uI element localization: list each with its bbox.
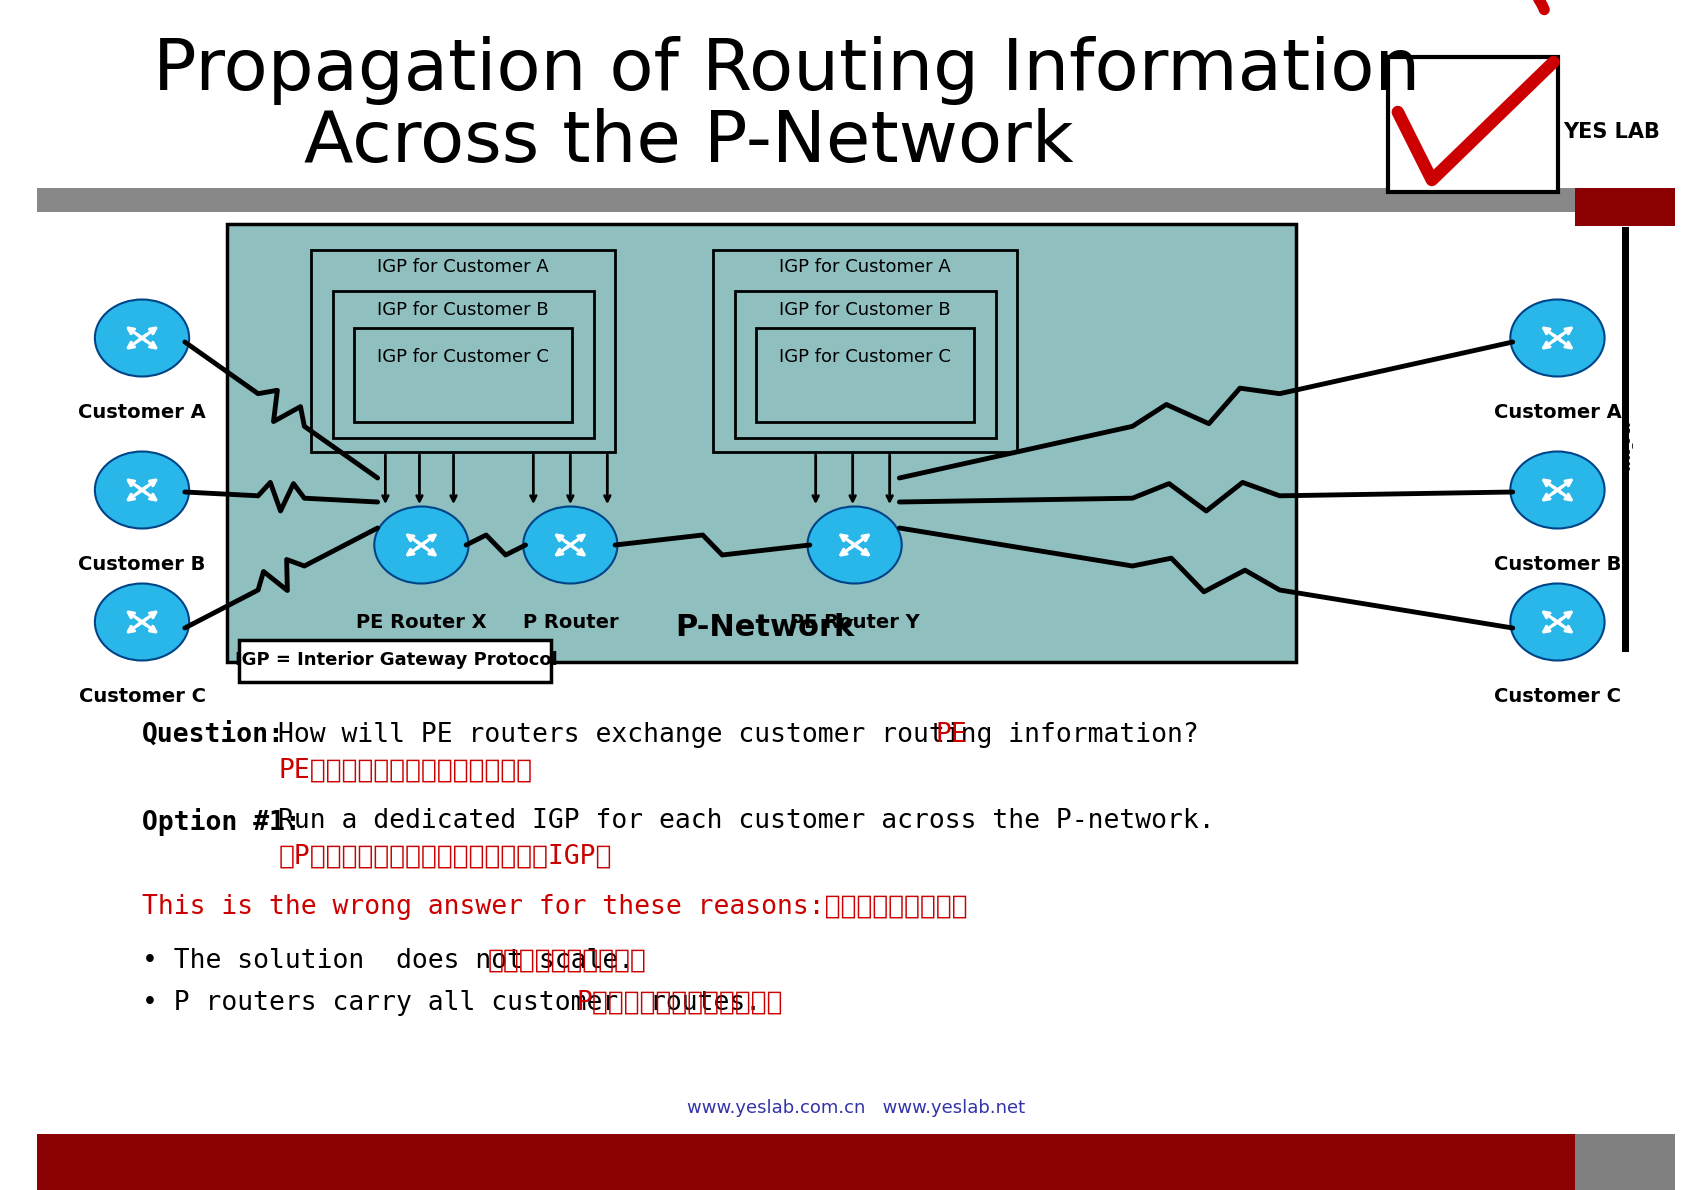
Text: Propagation of Routing Information: Propagation of Routing Information [153,36,1420,105]
Bar [735,292,996,438]
Text: P Router: P Router [521,613,617,632]
Bar [713,250,1016,452]
Text: PE Router X: PE Router X [357,613,486,632]
Bar [333,292,594,438]
Text: Customer C: Customer C [79,687,205,706]
Text: Customer B: Customer B [1494,555,1620,574]
Text: PE Router Y: PE Router Y [789,613,918,632]
Text: 在P网络中为每个客户运行一个专用的IGP。: 在P网络中为每个客户运行一个专用的IGP。 [278,844,611,870]
Ellipse shape [1509,583,1603,660]
Bar [1388,57,1558,192]
Text: IGP for Customer A: IGP for Customer A [377,258,548,276]
Text: IGP for Customer A: IGP for Customer A [779,258,950,276]
Text: Question:: Question: [141,722,284,749]
Text: PE: PE [935,722,967,749]
FancyBboxPatch shape [239,640,550,682]
Text: PE路由器如何交换客户路由信息？: PE路由器如何交换客户路由信息？ [278,758,532,784]
Bar [1574,188,1674,226]
Text: Customer C: Customer C [1494,687,1620,706]
Text: This is the wrong answer for these reasons:以下是错误的答案：: This is the wrong answer for these reaso… [141,894,967,920]
Text: Customer A: Customer A [1492,403,1620,422]
Text: IGP for Customer B: IGP for Customer B [377,301,548,319]
Ellipse shape [807,507,902,583]
Ellipse shape [94,583,188,660]
Text: • The solution  does not scale.: • The solution does not scale. [141,948,634,973]
Text: Customer B: Customer B [79,555,205,574]
Bar [1621,227,1628,652]
Text: IGP = Interior Gateway Protocol: IGP = Interior Gateway Protocol [234,651,557,669]
Ellipse shape [1509,300,1603,376]
Bar [37,1134,1574,1190]
Ellipse shape [94,451,188,528]
Ellipse shape [373,507,468,583]
Bar [227,224,1295,662]
Text: IGP for Customer B: IGP for Customer B [779,301,950,319]
Ellipse shape [94,300,188,376]
Text: Run a dedicated IGP for each customer across the P-network.: Run a dedicated IGP for each customer ac… [278,808,1230,834]
Text: Option #1:: Option #1: [141,808,301,837]
Text: • P routers carry all customer  routes.: • P routers carry all customer routes. [141,990,760,1016]
Text: 0003_5-19: 0003_5-19 [1620,419,1632,471]
Bar [353,328,572,422]
Text: Across the P-Network: Across the P-Network [304,107,1073,176]
Text: How will PE routers exchange customer routing information?: How will PE routers exchange customer ro… [278,722,1214,749]
Ellipse shape [1509,451,1603,528]
Bar [755,328,974,422]
Bar [1574,1134,1674,1190]
Text: 解决方案扩展性不好。: 解决方案扩展性不好。 [488,948,646,973]
Ellipse shape [523,507,617,583]
Text: IGP for Customer C: IGP for Customer C [377,347,548,367]
Text: P路由器承载所有客户路由。: P路由器承载所有客户路由。 [577,990,782,1016]
Text: IGP for Customer C: IGP for Customer C [779,347,950,367]
Text: YES LAB: YES LAB [1563,123,1658,142]
Text: P-Network: P-Network [674,613,854,641]
Bar [37,188,1574,212]
Text: Customer A: Customer A [77,403,205,422]
Bar [311,250,614,452]
Text: www.yeslab.com.cn   www.yeslab.net: www.yeslab.com.cn www.yeslab.net [686,1100,1024,1117]
